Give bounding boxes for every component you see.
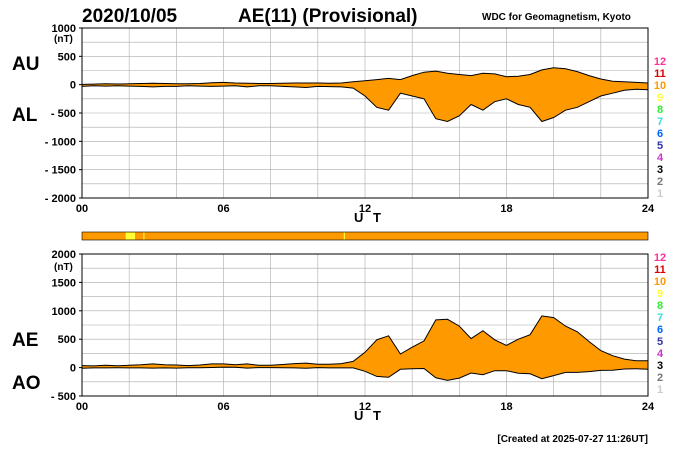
y-tick-label: 1500	[52, 277, 76, 289]
y-tick-label: 500	[58, 51, 76, 63]
station-scale-label: 6	[657, 324, 663, 336]
ae-ao-y-ticks: 2000 1500 1000 500 0 - 500	[51, 249, 82, 403]
station-scale-label: 8	[657, 300, 663, 312]
y-tick-label: 2000	[52, 249, 76, 261]
station-scale-label: 2	[657, 176, 663, 188]
series-band	[82, 67, 648, 122]
au-al-x-axis-label: U T	[354, 210, 384, 225]
station-scale-label: 12	[654, 252, 666, 264]
station-scale-label: 10	[654, 276, 666, 288]
y-tick-label: 0	[70, 80, 76, 92]
series-line-al	[81, 85, 649, 123]
station-scale-label: 9	[657, 92, 663, 104]
station-scale-label: 11	[654, 68, 666, 80]
station-scale-label: 1	[657, 384, 663, 396]
y-tick-label: - 2000	[45, 193, 76, 205]
station-count-bar	[81, 231, 649, 241]
x-tick-label: 24	[642, 203, 655, 215]
x-tick-label: 00	[76, 203, 88, 215]
au-al-fill	[81, 67, 649, 123]
station-scale-label: 3	[657, 360, 663, 372]
ae-ao-grid	[82, 254, 648, 396]
y-tick-label: - 500	[51, 391, 76, 403]
station-scale-label: 6	[657, 128, 663, 140]
station-scale-label: 3	[657, 164, 663, 176]
station-scale-label: 4	[657, 348, 664, 360]
series-line-au	[81, 67, 649, 85]
station-scale-label: 5	[657, 140, 663, 152]
y-tick-label: - 1500	[45, 165, 76, 177]
chart-title: AE(11) (Provisional)	[238, 6, 418, 27]
ae-ao-x-axis-label: U T	[354, 408, 384, 423]
station-scale-label: 4	[657, 152, 664, 164]
ao-label: AO	[12, 373, 41, 394]
x-tick-label: 06	[217, 401, 229, 413]
station-bar-highlight	[125, 232, 136, 240]
y-tick-label: - 500	[51, 108, 76, 120]
au-al-x-ticks: 00 06 12 18 24	[76, 203, 655, 215]
au-al-grid	[82, 28, 648, 198]
al-label: AL	[12, 105, 38, 126]
station-scale-label: 1	[657, 188, 663, 200]
y-tick-label: 1000	[52, 306, 76, 318]
y-tick-label: 500	[58, 334, 76, 346]
station-scale-label: 5	[657, 336, 663, 348]
source-label: WDC for Geomagnetism, Kyoto	[482, 12, 631, 23]
date-label: 2020/10/05	[82, 6, 178, 27]
au-al-unit-label: (nT)	[54, 34, 73, 45]
station-scale-label: 9	[657, 288, 663, 300]
au-al-y-ticks: 1000 500 0 - 500 - 1000 - 1500 - 2000	[45, 23, 82, 205]
created-timestamp: [Created at 2025-07-27 11:26UT]	[497, 434, 648, 445]
ae-ao-fill	[81, 315, 649, 381]
station-scale-label: 7	[657, 312, 663, 324]
station-scale-label: 8	[657, 104, 663, 116]
ae-ao-panel: 2000 1500 1000 500 0 - 500 00 06 12 18 24 (nT) U …	[12, 249, 655, 423]
y-tick-label: 0	[70, 363, 76, 375]
x-tick-label: 00	[76, 401, 88, 413]
station-scale-label: 10	[654, 80, 666, 92]
station-scale-label: 11	[654, 264, 666, 276]
station-scale-label: 12	[654, 56, 666, 68]
x-tick-label: 12	[359, 401, 371, 413]
x-tick-label: 24	[642, 401, 655, 413]
station-scale-label: 2	[657, 372, 663, 384]
x-tick-label: 12	[359, 203, 371, 215]
au-label: AU	[12, 54, 39, 75]
station-bar-base	[81, 231, 649, 241]
y-tick-label: - 1000	[45, 136, 76, 148]
x-tick-label: 18	[500, 203, 512, 215]
series-line-ao	[81, 366, 649, 381]
plot-frame	[81, 253, 649, 397]
ae-ao-x-ticks: 00 06 12 18 24	[76, 401, 655, 413]
ae-ao-axes	[81, 253, 649, 397]
au-al-panel: 1000 500 0 - 500 - 1000 - 1500 - 2000 00 06 12 18…	[12, 23, 655, 225]
ae-ao-unit-label: (nT)	[54, 262, 73, 273]
station-bar-highlight	[143, 232, 145, 240]
series-line-ae	[81, 315, 648, 367]
y-tick-label: 1000	[52, 23, 76, 35]
x-tick-label: 18	[500, 401, 512, 413]
x-tick-label: 06	[217, 203, 229, 215]
ae-label: AE	[12, 330, 38, 351]
station-scale-label: 7	[657, 116, 663, 128]
station-bar-highlight	[343, 232, 345, 240]
